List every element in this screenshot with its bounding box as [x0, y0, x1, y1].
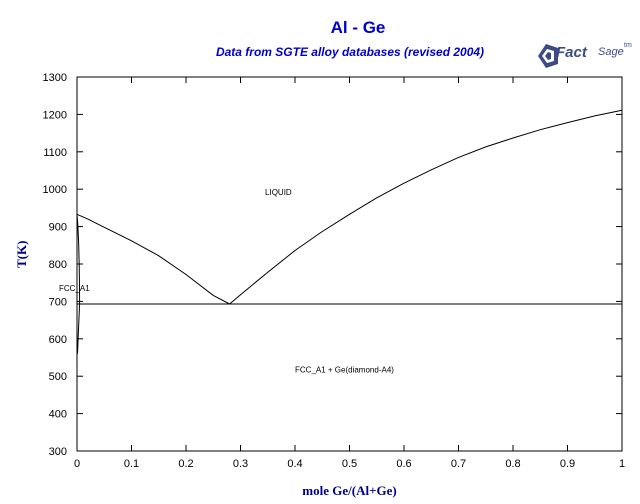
y-tick-label: 1000: [43, 184, 67, 196]
y-tick-label: 1200: [43, 109, 67, 121]
factsage-logo: Fact Sage tm: [536, 40, 636, 74]
y-axis-title: T(K): [14, 241, 29, 268]
chart-subtitle: Data from SGTE alloy databases (revised …: [215, 45, 485, 59]
chart-title: Al - Ge: [330, 18, 386, 37]
x-tick-label: 0.5: [342, 458, 357, 470]
x-tick-label: 0.3: [233, 458, 248, 470]
y-tick-label: 600: [49, 334, 67, 346]
y-tick-label: 1100: [43, 147, 67, 159]
x-tick-label: 0.1: [124, 458, 139, 470]
logo-text-sage: Sage: [598, 46, 624, 58]
phase-boundary-line-4: [76, 214, 81, 354]
y-tick-label: 400: [49, 409, 67, 421]
logo-tm: tm: [624, 42, 632, 49]
x-tick-label: 0.6: [396, 458, 411, 470]
y-tick-label: 300: [49, 446, 67, 458]
logo-text-fact: Fact: [556, 44, 587, 61]
x-tick-label: 0: [74, 458, 80, 470]
region-label: FCC_A1: [59, 284, 90, 293]
x-axis-title: mole Ge/(Al+Ge): [302, 483, 396, 498]
x-tick-label: 0.9: [560, 458, 575, 470]
y-tick-label: 900: [49, 222, 67, 234]
plot-frame: [76, 76, 623, 452]
phase-boundary-line-1: [76, 213, 230, 305]
x-tick-label: 0.4: [287, 458, 302, 470]
y-tick-label: 800: [49, 259, 67, 271]
x-tick-label: 0.8: [505, 458, 520, 470]
y-tick-label: 500: [49, 371, 67, 383]
y-tick-label: 700: [49, 296, 67, 308]
y-tick-label: 1300: [43, 72, 67, 84]
x-tick-label: 0.7: [451, 458, 466, 470]
region-label: LIQUID: [265, 188, 292, 197]
phase-boundary-line-2: [229, 109, 623, 305]
factsage-logo-icon: [538, 44, 558, 68]
region-label: FCC_A1 + Ge(diamond-A4): [295, 365, 394, 374]
x-tick-label: 0.2: [178, 458, 193, 470]
x-tick-label: 1: [619, 458, 625, 470]
